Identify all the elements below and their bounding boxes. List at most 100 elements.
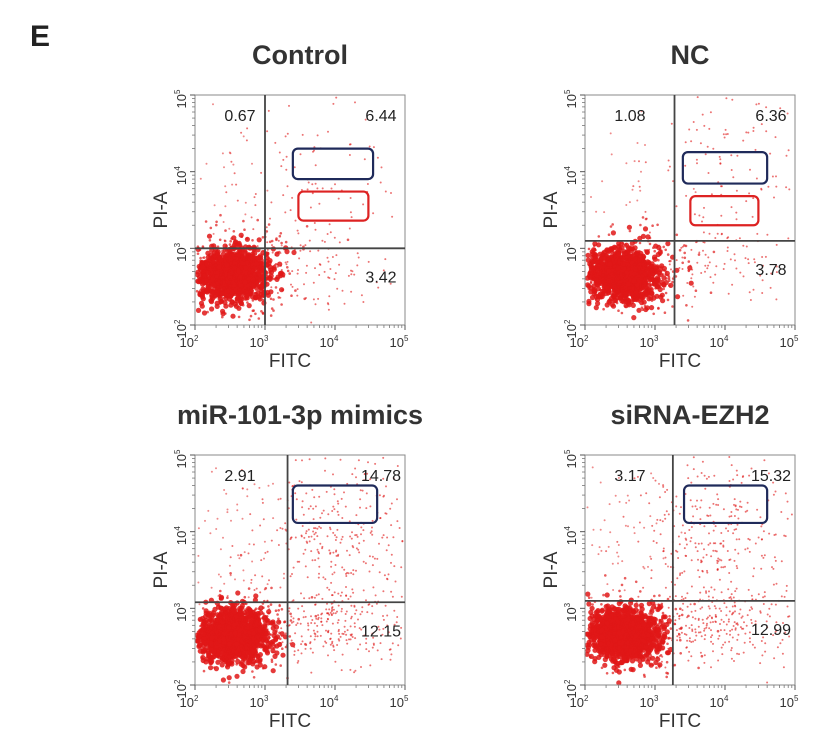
event-dot (280, 264, 282, 267)
event-dot (352, 569, 355, 572)
event-dot (257, 607, 261, 610)
event-dot (632, 256, 638, 262)
event-dot (400, 626, 403, 629)
event-dot (698, 214, 701, 217)
event-dot (325, 608, 328, 611)
event-dot (228, 624, 231, 628)
event-dot (357, 618, 359, 621)
event-dot (284, 632, 287, 635)
event-dot (206, 267, 209, 270)
event-dot (640, 306, 644, 310)
event-dot (243, 618, 246, 622)
event-dot (396, 616, 399, 618)
event-dot (636, 199, 639, 202)
x-tick-exponent: 3 (264, 334, 269, 343)
event-dot (325, 629, 327, 632)
event-dot (747, 131, 750, 134)
event-dot (225, 257, 229, 260)
event-dot (239, 635, 242, 638)
event-dot (338, 263, 341, 266)
event-dot (236, 608, 239, 611)
event-dot (754, 148, 757, 151)
event-dot (380, 658, 383, 661)
event-dot (686, 282, 689, 284)
event-dot (200, 639, 206, 645)
event-dot (209, 288, 215, 294)
event-dot (230, 657, 234, 660)
event-dot (214, 627, 217, 631)
event-dot (204, 220, 208, 223)
event-dot (656, 265, 660, 269)
event-dot (665, 241, 671, 247)
event-dot (246, 656, 250, 659)
event-dot (660, 249, 663, 253)
event-dot (755, 103, 758, 106)
event-dot (736, 154, 739, 157)
event-dot (349, 625, 352, 628)
event-dot (278, 234, 282, 238)
event-dot (211, 280, 215, 284)
event-dot (603, 291, 606, 294)
event-dot (614, 284, 617, 288)
event-dot (350, 617, 353, 620)
event-dot (747, 258, 750, 261)
event-dot (222, 296, 225, 300)
event-dot (237, 260, 240, 263)
event-dot (318, 202, 321, 205)
event-dot (233, 259, 237, 262)
event-dot (704, 270, 706, 273)
event-dot (586, 298, 592, 304)
event-dot (268, 263, 272, 267)
event-dot (324, 469, 326, 472)
event-dot (203, 650, 207, 653)
event-dot (662, 287, 665, 291)
event-dot (289, 575, 292, 578)
event-dot (228, 278, 232, 281)
event-dot (391, 642, 394, 645)
event-dot (235, 657, 239, 660)
event-dot (303, 610, 305, 613)
event-dot (241, 631, 244, 634)
event-dot (309, 250, 312, 253)
event-dot (246, 301, 249, 304)
event-dot (334, 660, 337, 663)
event-dot (274, 254, 277, 257)
event-dot (238, 655, 241, 659)
event-dot (377, 625, 380, 628)
event-dot (224, 185, 227, 188)
event-dot (601, 180, 604, 183)
event-dot (332, 612, 335, 615)
event-dot (664, 291, 668, 295)
event-dot (340, 610, 343, 613)
event-dot (322, 645, 325, 648)
event-dot (624, 270, 630, 276)
event-dot (745, 131, 748, 134)
event-dot (703, 206, 705, 209)
event-dot (616, 264, 619, 268)
event-dot (256, 276, 260, 280)
event-dot (593, 305, 599, 311)
event-dot (231, 287, 235, 290)
event-dot (742, 244, 745, 247)
event-dot (278, 151, 281, 154)
event-dot (365, 637, 368, 640)
event-dot (348, 227, 351, 230)
event-dot (327, 130, 329, 133)
event-dot (785, 154, 788, 157)
event-dot (280, 269, 283, 271)
event-dot (381, 633, 384, 636)
event-dot (249, 641, 253, 645)
event-dot (733, 253, 736, 256)
event-dot (270, 658, 274, 661)
event-dot (270, 668, 276, 674)
event-dot (619, 247, 622, 250)
event-dot (628, 245, 632, 248)
event-dot (353, 273, 356, 276)
event-dot (310, 622, 313, 624)
event-dot (251, 162, 253, 165)
event-dot (323, 270, 326, 273)
event-dot (242, 274, 245, 277)
event-dot (587, 287, 591, 291)
event-dot (764, 255, 767, 258)
event-dot (280, 652, 286, 658)
